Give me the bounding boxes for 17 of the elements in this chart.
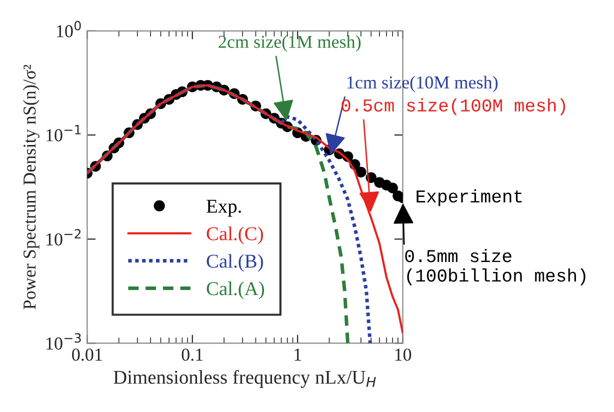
y-tick-label: 10$^{−3}$ [46, 333, 81, 350]
annotation: Experiment [416, 189, 522, 206]
legend-label: Exp. [206, 200, 241, 217]
annotation: 0.5mm size (100billion mesh) [405, 248, 586, 286]
annotation: 2cm size(1M mesh) [218, 35, 361, 52]
legend-label: Cal.(B) [206, 254, 263, 272]
x-tick-label: 0.1 [182, 348, 203, 361]
y-tick-label: 10$^{−2}$ [46, 229, 81, 246]
y-axis-title: Power Spectrum Density nS(n)/σ² [22, 64, 40, 310]
x-tick-label: 1 [294, 348, 302, 361]
x-tick-label: 10 [395, 348, 412, 361]
legend-label: Cal.(A) [206, 282, 264, 300]
x-axis-title: Dimensionless frequency nLx/U$_{H}$ [114, 370, 376, 388]
x-tick-label: 0.01 [72, 348, 102, 361]
y-tick-label: 10$^{0}$ [57, 20, 81, 38]
y-tick-label: 10$^{−1}$ [46, 125, 81, 142]
legend-label: Cal.(C) [206, 226, 263, 244]
